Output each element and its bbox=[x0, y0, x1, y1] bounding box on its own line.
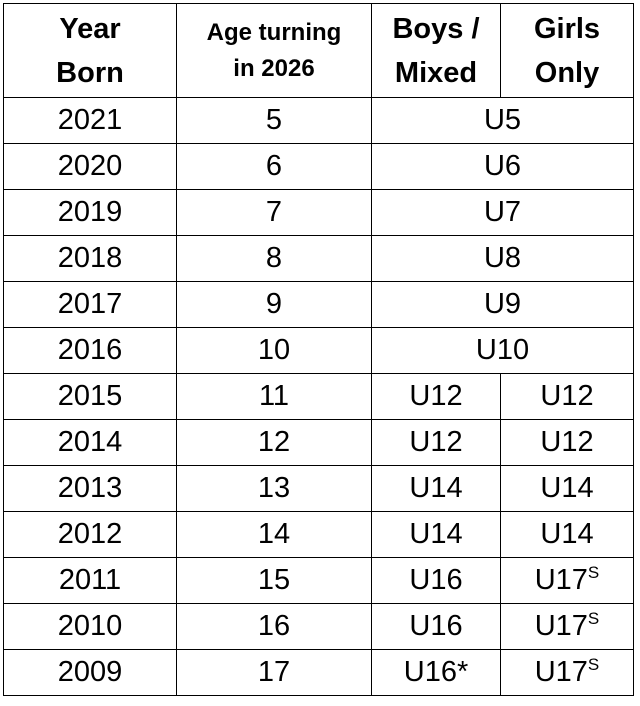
girls-group-cell: U12 bbox=[500, 419, 634, 466]
age-cell: 9 bbox=[176, 281, 372, 328]
age-cell: 13 bbox=[176, 465, 372, 512]
age-cell: 10 bbox=[176, 327, 372, 374]
girls-group-cell: U17S bbox=[500, 557, 634, 604]
year-cell: 2015 bbox=[3, 373, 177, 420]
year-cell: 2012 bbox=[3, 511, 177, 558]
header-text: Born bbox=[56, 56, 124, 89]
year-cell: 2019 bbox=[3, 189, 177, 236]
girls-group-cell: U17S bbox=[500, 649, 634, 696]
girls-group-text: U17 bbox=[534, 564, 588, 596]
girls-group-text: U12 bbox=[540, 380, 594, 412]
year-cell: 2013 bbox=[3, 465, 177, 512]
age-cell: 15 bbox=[176, 557, 372, 604]
girls-group-superscript: S bbox=[587, 563, 600, 582]
header-text: Age turning bbox=[206, 18, 342, 46]
table-row: 2010 16 U16 U17S bbox=[3, 603, 634, 650]
girls-group-text: U14 bbox=[540, 472, 594, 504]
year-cell: 2011 bbox=[3, 557, 177, 604]
header-row: Year Born Age turning in 2026 Boys / Mixed Gir… bbox=[3, 3, 634, 98]
age-cell: 16 bbox=[176, 603, 372, 650]
girls-group-cell: U17S bbox=[500, 603, 634, 650]
age-group-cell: U7 bbox=[371, 189, 634, 236]
year-cell: 2014 bbox=[3, 419, 177, 466]
header-text: Mixed bbox=[394, 56, 478, 89]
header-cell: Boys / Mixed bbox=[371, 3, 501, 98]
boys-group-cell: U16 bbox=[371, 557, 501, 604]
boys-group-cell: U12 bbox=[371, 419, 501, 466]
header-cell: Girls Only bbox=[500, 3, 634, 98]
header-text: Girls bbox=[533, 12, 601, 45]
table-row: 2019 7 U7 bbox=[3, 189, 634, 236]
girls-group-cell: U14 bbox=[500, 465, 634, 512]
girls-group-cell: U14 bbox=[500, 511, 634, 558]
age-group-cell: U8 bbox=[371, 235, 634, 282]
table-row: 2016 10 U10 bbox=[3, 327, 634, 374]
age-group-table: Year Born Age turning in 2026 Boys / Mixed Gir… bbox=[3, 3, 634, 696]
header-text: Boys / bbox=[392, 12, 480, 45]
year-cell: 2018 bbox=[3, 235, 177, 282]
header-text: Year bbox=[59, 12, 121, 45]
table-row: 2009 17 U16* U17S bbox=[3, 649, 634, 696]
table-row: 2020 6 U6 bbox=[3, 143, 634, 190]
age-cell: 12 bbox=[176, 419, 372, 466]
girls-group-superscript: S bbox=[587, 655, 600, 674]
age-cell: 8 bbox=[176, 235, 372, 282]
table-row: 2014 12 U12 U12 bbox=[3, 419, 634, 466]
age-cell: 5 bbox=[176, 97, 372, 144]
girls-group-superscript: S bbox=[587, 609, 600, 628]
table-body: 2021 5 U5 2020 6 U6 2019 7 U7 2018 8 U8 2017 9 U9 2016 1… bbox=[3, 97, 634, 696]
table-row: 2018 8 U8 bbox=[3, 235, 634, 282]
year-cell: 2017 bbox=[3, 281, 177, 328]
girls-group-cell: U12 bbox=[500, 373, 634, 420]
year-cell: 2020 bbox=[3, 143, 177, 190]
age-group-cell: U5 bbox=[371, 97, 634, 144]
table-row: 2017 9 U9 bbox=[3, 281, 634, 328]
age-group-cell: U10 bbox=[371, 327, 634, 374]
table-row: 2012 14 U14 U14 bbox=[3, 511, 634, 558]
header-cell: Year Born bbox=[3, 3, 177, 98]
boys-group-cell: U14 bbox=[371, 465, 501, 512]
age-cell: 6 bbox=[176, 143, 372, 190]
age-cell: 14 bbox=[176, 511, 372, 558]
table-row: 2011 15 U16 U17S bbox=[3, 557, 634, 604]
age-cell: 7 bbox=[176, 189, 372, 236]
table-row: 2013 13 U14 U14 bbox=[3, 465, 634, 512]
header-cell: Age turning in 2026 bbox=[176, 3, 372, 98]
girls-group-text: U14 bbox=[540, 518, 594, 550]
girls-group-text: U17 bbox=[534, 656, 588, 688]
girls-group-text: U12 bbox=[540, 426, 594, 458]
boys-group-cell: U12 bbox=[371, 373, 501, 420]
table-row: 2021 5 U5 bbox=[3, 97, 634, 144]
boys-group-cell: U16* bbox=[371, 649, 501, 696]
year-cell: 2021 bbox=[3, 97, 177, 144]
boys-group-cell: U14 bbox=[371, 511, 501, 558]
boys-group-cell: U16 bbox=[371, 603, 501, 650]
age-group-cell: U9 bbox=[371, 281, 634, 328]
year-cell: 2016 bbox=[3, 327, 177, 374]
age-group-cell: U6 bbox=[371, 143, 634, 190]
header-text: Only bbox=[534, 56, 600, 89]
table-row: 2015 11 U12 U12 bbox=[3, 373, 634, 420]
girls-group-text: U17 bbox=[534, 610, 588, 642]
year-cell: 2009 bbox=[3, 649, 177, 696]
age-cell: 11 bbox=[176, 373, 372, 420]
year-cell: 2010 bbox=[3, 603, 177, 650]
age-cell: 17 bbox=[176, 649, 372, 696]
header-text: in 2026 bbox=[233, 54, 315, 82]
